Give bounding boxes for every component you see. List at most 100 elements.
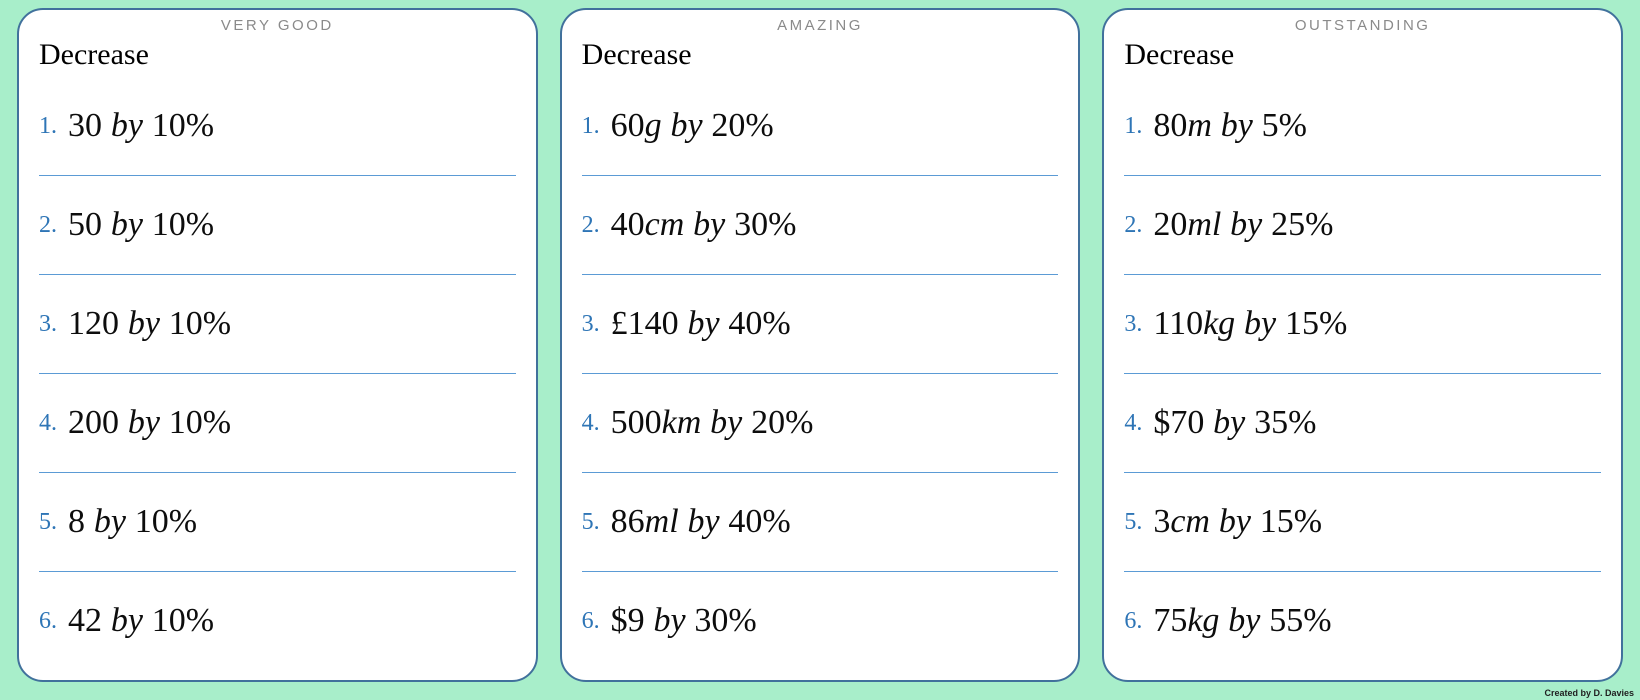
exercise-item: 2. 20ml by 25% [1124,176,1602,275]
item-amount: 86 [610,503,645,540]
item-percent: 10% [151,602,215,639]
item-expression: $9 by 30% [611,602,757,640]
item-expression: 86ml by 40% [611,503,791,541]
difficulty-badge: AMAZING [777,17,863,34]
exercise-item: 2. 40cm by 30% [581,176,1059,275]
item-percent: 10% [151,206,215,243]
by-label: by [693,206,726,243]
item-unit: g [644,107,662,144]
item-percent: 15% [1284,305,1348,342]
exercise-list: 1. 30 by 10% 2. 50 by 10% 3. 120 by 10% 4. 200… [39,77,516,670]
exercise-item: 2. 50 by 10% [39,176,516,275]
item-amount: 3 [1153,503,1171,540]
by-label: by [1213,404,1246,441]
by-label: by [93,503,126,540]
exercise-item: 6. $9 by 30% [582,572,1059,670]
item-amount: 30 [68,107,102,144]
exercise-item: 5. 8 by 10% [39,473,516,572]
card-very-good: VERY GOOD Decrease 1. 30 by 10% 2. 50 by 10%… [17,8,538,682]
item-expression: 30 by 10% [68,107,214,145]
item-number: 6. [39,607,57,634]
item-expression: $70 by 35% [1153,404,1316,442]
item-expression: 500km by 20% [611,404,814,442]
card-amazing: AMAZING Decrease 1. 60g by 20% 2. 40cm by 30… [559,8,1081,682]
item-number: 3. [581,310,600,337]
item-amount: 80 [1153,107,1188,144]
difficulty-badge: OUTSTANDING [1294,17,1431,34]
item-percent: 10% [168,404,232,441]
item-amount: 110 [1153,305,1204,342]
exercise-item: 3. £140 by 40% [581,275,1059,374]
item-amount: 120 [68,305,119,342]
exercise-item: 1. 80m by 5% [1124,77,1602,176]
item-percent: 40% [728,305,791,342]
item-expression: 200 by 10% [68,404,231,442]
item-number: 5. [581,508,600,535]
exercise-item: 6. 75kg by 55% [1124,572,1601,670]
item-amount: £140 [610,305,679,342]
by-label: by [653,602,686,639]
item-number: 1. [39,112,57,139]
item-amount: $70 [1153,404,1205,441]
by-label: by [670,107,703,144]
item-expression: 75kg by 55% [1153,602,1331,640]
card-title: Decrease [581,38,692,71]
item-percent: 30% [734,206,797,243]
item-percent: 10% [134,503,198,540]
exercise-list: 1. 80m by 5% 2. 20ml by 25% 3. 110kg by 15% 4.… [1124,77,1602,670]
item-percent: 30% [694,602,757,639]
item-percent: 5% [1261,107,1307,144]
item-number: 2. [1124,211,1143,238]
card-outstanding: OUTSTANDING Decrease 1. 80m by 5% 2. 20ml b… [1102,8,1624,682]
item-number: 4. [581,409,600,436]
item-number: 4. [1124,409,1143,436]
item-number: 5. [39,508,57,535]
exercise-item: 1. 30 by 10% [39,77,516,176]
item-percent: 55% [1269,602,1332,639]
exercise-list: 1. 60g by 20% 2. 40cm by 30% 3. £140 by 40% 4.… [581,77,1059,670]
item-expression: 40cm by 30% [611,206,797,244]
item-expression: 20ml by 25% [1153,206,1333,244]
by-label: by [710,404,743,441]
exercise-item: 6. 42 by 10% [39,572,516,670]
item-unit: m [1187,107,1212,144]
item-amount: 8 [68,503,85,540]
item-amount: 50 [68,206,102,243]
item-number: 3. [1124,310,1143,337]
item-unit: ml [644,503,679,540]
item-expression: 8 by 10% [68,503,197,541]
item-number: 1. [581,112,600,139]
item-number: 5. [1124,508,1143,535]
by-label: by [1220,107,1253,144]
exercise-item: 4. 500km by 20% [581,374,1059,473]
exercise-item: 4. $70 by 35% [1124,374,1602,473]
item-percent: 20% [711,107,774,144]
item-amount: 20 [1153,206,1188,243]
by-label: by [1244,305,1277,342]
item-percent: 10% [151,107,215,144]
card-title: Decrease [1124,38,1235,71]
item-unit: cm [644,206,685,243]
item-amount: 60 [610,107,645,144]
item-amount: $9 [610,602,645,639]
item-number: 2. [39,211,57,238]
by-label: by [687,503,720,540]
item-unit: km [661,404,702,441]
by-label: by [110,107,143,144]
item-expression: £140 by 40% [611,305,791,343]
cards-container: VERY GOOD Decrease 1. 30 by 10% 2. 50 by 10%… [17,8,1624,682]
by-label: by [127,404,160,441]
card-title: Decrease [39,38,149,71]
item-expression: 110kg by 15% [1153,305,1347,343]
item-amount: 75 [1153,602,1188,639]
item-percent: 40% [728,503,791,540]
item-percent: 20% [751,404,814,441]
by-label: by [110,206,143,243]
difficulty-badge: VERY GOOD [220,17,334,34]
item-amount: 200 [68,404,119,441]
item-expression: 120 by 10% [68,305,231,343]
item-amount: 42 [68,602,102,639]
item-unit: cm [1170,503,1210,540]
item-unit: ml [1187,206,1222,243]
item-expression: 50 by 10% [68,206,214,244]
